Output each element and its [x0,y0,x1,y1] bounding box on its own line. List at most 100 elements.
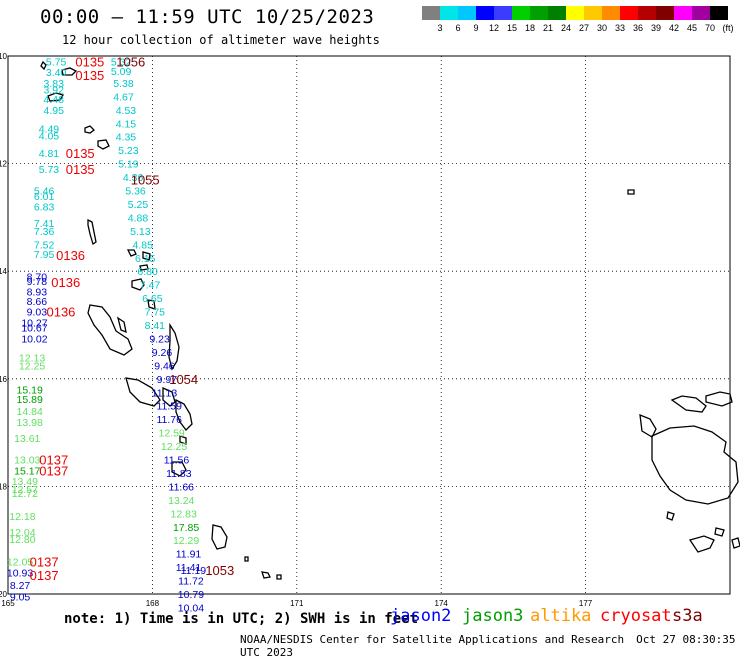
wave-height-reading[interactable]: 10.04 [178,602,204,614]
wave-height-reading[interactable]: 7.75 [145,307,166,319]
wave-height-reading[interactable]: 12.13 [19,352,45,364]
wave-height-reading[interactable]: 5.73 [39,164,60,176]
wave-height-reading[interactable]: 4.05 [39,131,60,143]
wave-height-reading[interactable]: 4.35 [116,132,137,144]
wave-height-reading[interactable]: 9.46 [154,360,175,372]
wave-height-reading[interactable]: 10.02 [21,333,47,345]
wave-height-reading[interactable]: 12.59 [159,428,185,440]
wave-height-reading[interactable]: 7.47 [140,280,161,292]
pass-time-label[interactable]: 0136 [51,275,80,290]
wave-height-reading[interactable]: 4.49 [39,124,60,136]
wave-height-reading[interactable]: 4.53 [116,105,137,117]
wave-height-reading[interactable]: 11.13 [152,387,178,399]
wave-height-reading[interactable]: 10.67 [21,323,47,335]
wave-height-reading[interactable]: 13.24 [168,495,194,507]
wave-height-reading[interactable]: 4.88 [128,212,149,224]
pass-time-label[interactable]: 0137 [39,463,68,478]
wave-height-reading[interactable]: 5.38 [113,78,134,90]
wave-height-reading[interactable]: 15.17 [14,465,40,477]
pass-time-label[interactable]: 0137 [30,555,59,570]
wave-height-reading[interactable]: 9.03 [27,307,48,319]
wave-height-reading[interactable]: 7.36 [34,226,55,238]
wave-height-reading[interactable]: 5.23 [118,145,139,157]
wave-height-reading[interactable]: 9.78 [27,276,48,288]
wave-height-reading[interactable]: 4.36 [123,172,144,184]
wave-height-reading[interactable]: 7.52 [34,239,55,251]
wave-height-reading[interactable]: 11.41 [176,562,202,574]
wave-height-reading[interactable]: 12.72 [12,488,38,500]
wave-height-reading[interactable]: 12.05 [7,557,33,569]
pass-time-label[interactable]: 0135 [75,54,104,69]
wave-height-reading[interactable]: 5.46 [34,186,55,198]
wave-height-reading[interactable]: 6.15 [135,253,156,265]
wave-height-reading[interactable]: 11.91 [176,549,202,561]
pass-time-label[interactable]: 0137 [39,453,68,468]
wave-height-reading[interactable]: 15.89 [17,394,43,406]
wave-height-reading[interactable]: 13.61 [14,433,40,445]
wave-height-reading[interactable]: 5.25 [128,199,149,211]
wave-height-reading[interactable]: 12.04 [9,527,35,539]
wave-height-reading[interactable]: 7.95 [34,249,55,261]
wave-height-reading[interactable]: 8.66 [27,296,48,308]
pass-time-label[interactable]: 0136 [56,248,85,263]
pass-time-label[interactable]: 1053 [205,563,234,578]
wave-height-reading[interactable]: 3.92 [44,84,65,96]
pass-time-label[interactable]: 0136 [46,305,75,320]
wave-height-reading[interactable]: 5.32 [111,56,132,68]
pass-time-label[interactable]: 1054 [169,372,198,387]
wave-height-reading[interactable]: 8.41 [145,320,166,332]
pass-time-label[interactable]: 0135 [66,146,95,161]
wave-height-reading[interactable]: 4.15 [116,118,137,130]
wave-height-reading[interactable]: 5.09 [111,66,132,78]
wave-height-reading[interactable]: 5.75 [46,56,67,68]
wave-height-reading[interactable]: 12.25 [161,441,187,453]
pass-time-label[interactable]: 0135 [66,162,95,177]
wave-height-reading[interactable]: 9.23 [149,333,170,345]
wave-height-reading[interactable]: 4.81 [39,148,60,160]
wave-height-reading[interactable]: 10.93 [7,567,33,579]
wave-height-reading[interactable]: 11.59 [156,401,182,413]
wave-height-reading[interactable]: 17.85 [173,522,199,534]
wave-height-reading[interactable]: 9.05 [10,592,31,604]
wave-height-reading[interactable]: 12.83 [171,508,197,520]
wave-height-reading[interactable]: 12.80 [9,534,35,546]
pass-time-label[interactable]: 0135 [75,68,104,83]
pass-time-label[interactable]: 1056 [116,54,145,69]
wave-height-reading[interactable]: 12.18 [9,511,35,523]
wave-height-reading[interactable]: 8.27 [10,580,31,592]
wave-height-reading[interactable]: 8.93 [27,287,48,299]
wave-height-reading[interactable]: 11.56 [164,455,190,467]
wave-height-reading[interactable]: 3.40 [46,67,67,79]
pass-time-label[interactable]: 1055 [131,173,160,188]
wave-height-reading[interactable]: 11.76 [156,414,182,426]
wave-height-reading[interactable]: 9.97 [157,374,178,386]
wave-height-reading[interactable]: 4.48 [44,94,65,106]
wave-height-reading[interactable]: 6.65 [142,293,163,305]
wave-height-reading[interactable]: 13.98 [17,417,43,429]
wave-height-reading[interactable]: 4.85 [133,239,154,251]
wave-height-reading[interactable]: 5.36 [125,186,146,198]
wave-height-reading[interactable]: 8.70 [27,272,48,284]
pass-time-label[interactable]: 0137 [30,568,59,583]
wave-height-reading[interactable]: 5.13 [130,226,151,238]
wave-height-reading[interactable]: 12.57 [12,484,38,496]
wave-height-reading[interactable]: 11.83 [166,468,192,480]
wave-height-reading[interactable]: 6.80 [137,266,158,278]
wave-height-reading[interactable]: 6.83 [34,202,55,214]
wave-height-reading[interactable]: 11.19 [181,565,207,577]
wave-height-reading[interactable]: 13.03 [14,455,40,467]
wave-height-reading[interactable]: 7.41 [34,218,55,230]
wave-height-reading[interactable]: 9.26 [152,347,173,359]
wave-height-reading[interactable]: 13.49 [12,476,38,488]
wave-height-reading[interactable]: 11.72 [178,576,204,588]
wave-height-reading[interactable]: 11.66 [169,481,195,493]
wave-height-reading[interactable]: 10.27 [21,317,47,329]
wave-height-reading[interactable]: 5.19 [118,159,139,171]
wave-height-reading[interactable]: 10.79 [178,589,204,601]
wave-height-reading[interactable]: 6.01 [34,191,55,203]
wave-height-reading[interactable]: 3.83 [44,78,65,90]
wave-height-reading[interactable]: 14.84 [17,406,43,418]
wave-height-reading[interactable]: 15.19 [17,385,43,397]
wave-height-reading[interactable]: 12.25 [19,360,45,372]
